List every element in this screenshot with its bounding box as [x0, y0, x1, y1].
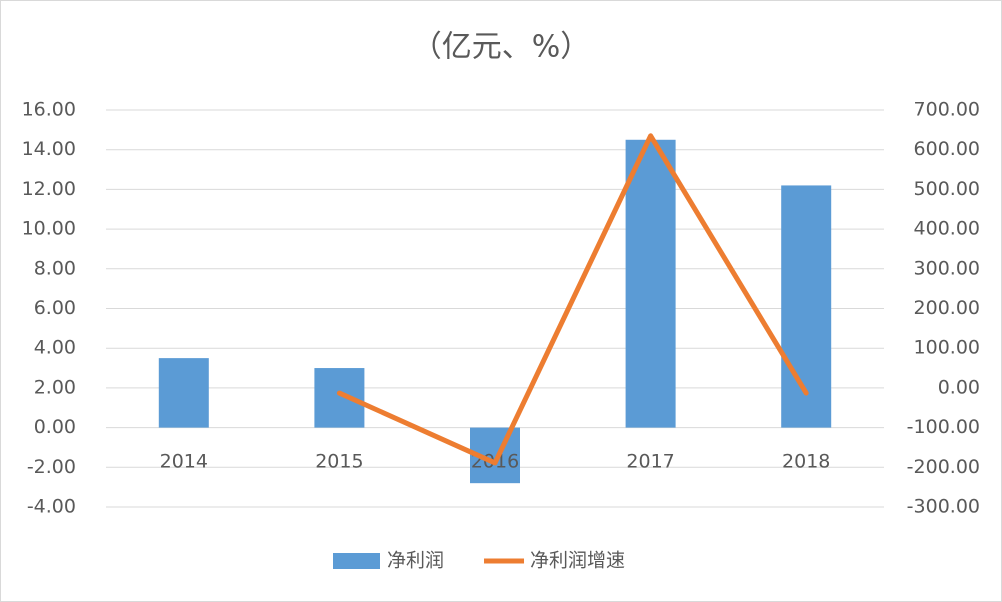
x-tick-label: 2014 [160, 451, 208, 473]
y2-tick-label: 700.00 [914, 99, 980, 121]
bar [781, 185, 832, 428]
line [336, 133, 809, 466]
y2-tick-label: 600.00 [914, 138, 980, 160]
legend-swatch [333, 553, 380, 569]
y2-tick-label: 500.00 [914, 178, 980, 200]
y2-tick-label: -100.00 [907, 416, 980, 438]
y-tick-label: 12.00 [22, 178, 76, 200]
y-tick-label: 6.00 [34, 297, 76, 319]
y2-tick-label: 100.00 [914, 337, 980, 359]
x-tick-label: 2018 [782, 451, 830, 473]
bar [314, 368, 365, 428]
x-tick-label: 2017 [626, 451, 674, 473]
y2-tick-label: 300.00 [914, 257, 980, 279]
y-tick-label: 4.00 [34, 337, 76, 359]
y-tick-label: -2.00 [27, 456, 76, 478]
y-tick-label: 14.00 [22, 138, 76, 160]
y-tick-label: 0.00 [34, 416, 76, 438]
y-tick-label: -4.00 [27, 496, 76, 518]
bar [158, 358, 209, 428]
y2-tick-label: -200.00 [907, 456, 980, 478]
chart-title: （亿元、%） [412, 30, 591, 65]
y-tick-label: 8.00 [34, 257, 76, 279]
legend-label: 净利润 [387, 550, 444, 572]
x-tick-label: 2015 [315, 451, 363, 473]
y2-tick-label: 400.00 [914, 218, 980, 240]
legend-label: 净利润增速 [530, 550, 625, 572]
y-tick-label: 10.00 [22, 218, 76, 240]
y2-tick-label: 0.00 [938, 376, 980, 398]
y-tick-label: 2.00 [34, 376, 76, 398]
bar [625, 139, 676, 428]
y2-tick-label: 200.00 [914, 297, 980, 319]
y2-tick-label: -300.00 [907, 496, 980, 518]
y-tick-label: 16.00 [22, 99, 76, 121]
